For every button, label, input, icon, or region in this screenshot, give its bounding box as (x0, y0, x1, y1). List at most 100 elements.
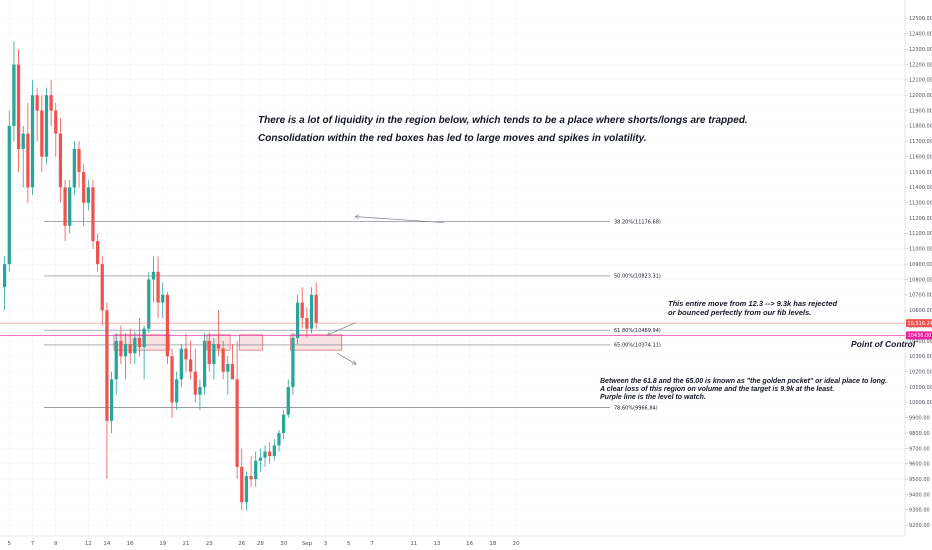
candle-body (240, 466, 244, 503)
candle-body (54, 110, 58, 134)
price-tick-label: 9300.00 (909, 508, 930, 514)
candle-body (58, 133, 63, 188)
consolidation-zone (113, 334, 171, 351)
price-tick-label: 9600.00 (909, 462, 930, 468)
price-tick-label: 11300.00 (909, 201, 932, 207)
price-tick-label: 11900.00 (909, 108, 932, 114)
candle-body (82, 172, 86, 203)
price-tick-label: 10200.00 (909, 369, 932, 375)
candle-body (184, 348, 188, 360)
price-tick-label: 9900.00 (909, 416, 930, 422)
time-tick-label: 7 (31, 541, 35, 547)
price-axis[interactable]: 9200.00 9300.00 9400.00 9500.00 9600.00 9700.… (904, 0, 932, 550)
candle-body (7, 125, 11, 265)
candle-body (77, 148, 81, 173)
candles (3, 41, 318, 510)
price-tick-label: 10400.00 (909, 339, 932, 345)
candle-body (40, 110, 44, 157)
price-tick-label: 12400.00 (909, 32, 932, 38)
time-tick-label: 7 (370, 541, 374, 547)
price-tick-label: 12300.00 (909, 47, 932, 53)
fib-label: 38.20%(11176.68) (614, 219, 661, 225)
candle-body (295, 302, 300, 338)
candle-body (91, 187, 95, 242)
candle-body (21, 133, 25, 149)
candle-body (147, 279, 151, 329)
candle-body (96, 241, 100, 265)
price-tick-label: 9700.00 (909, 446, 930, 452)
price-tick-label: 11800.00 (909, 124, 932, 130)
time-tick-label: 14 (103, 541, 110, 547)
candle-body (309, 294, 314, 329)
time-tick-label: 28 (257, 541, 264, 547)
candle-body (189, 359, 193, 372)
candle-body (165, 294, 169, 357)
annotation-golden-line3: Purple line is the level to watch. (600, 394, 706, 401)
candle-body (133, 337, 137, 354)
candle-body (212, 344, 216, 364)
time-tick-label: 16 (466, 541, 473, 547)
price-tick-label: 9200.00 (909, 523, 930, 529)
candle-body (3, 264, 7, 288)
candle-body (175, 379, 179, 403)
candle-body (137, 337, 142, 348)
candle-body (68, 187, 72, 226)
price-tick-label: 11700.00 (909, 139, 932, 145)
price-tick-label: 10700.00 (909, 293, 932, 299)
candle-body (30, 95, 35, 188)
price-tick-label: 10100.00 (909, 385, 932, 391)
candle-body (86, 187, 90, 203)
candle-body (272, 445, 276, 457)
candle-body (268, 451, 272, 457)
time-tick-label: 5 (8, 541, 12, 547)
candle-body (226, 363, 230, 372)
candle-body (249, 476, 253, 480)
price-tick-label: 11400.00 (909, 185, 932, 191)
price-tick-label: 12500.00 (909, 16, 932, 22)
fib-label: 78.60%(9966.84) (614, 405, 658, 411)
price-badge-label: 10436.00 (908, 333, 932, 339)
annotation-liquidity: There is a lot of liquidity in the regio… (258, 115, 748, 126)
poc-line-group (0, 322, 905, 336)
price-badges: 10,516.24 10436.00 (906, 319, 932, 340)
time-axis[interactable]: 5 7 9 12 14 16 19 21 23 26 28 30 Sep 3 5 7 11 13 16 18 20 (0, 535, 905, 547)
candle-body (161, 294, 165, 303)
annotation-golden-line1: Between the 61.8 and the 65.00 is known … (600, 378, 888, 385)
time-tick-label: 23 (206, 541, 213, 547)
price-tick-label: 9400.00 (909, 492, 930, 498)
candle-body (44, 95, 49, 157)
price-tick-label: 10900.00 (909, 262, 932, 268)
candle-body (12, 64, 16, 126)
candle-body (72, 148, 76, 188)
time-tick-label: 12 (85, 541, 92, 547)
candle-body (142, 328, 146, 348)
candle-body (277, 433, 281, 446)
grid-lines (0, 0, 905, 536)
candle-body (202, 340, 207, 388)
candle-body (109, 379, 114, 421)
annotation-golden-line2: A clear loss of this region on volume an… (600, 386, 835, 393)
candle-body (300, 302, 304, 318)
price-badge (906, 319, 932, 328)
price-tick-label: 11100.00 (909, 231, 932, 237)
candle-body (151, 271, 156, 280)
price-tick-label: 10000.00 (909, 400, 932, 406)
consolidation-zone (239, 334, 264, 351)
candle-body (128, 344, 132, 354)
candle-body (16, 64, 21, 149)
time-tick-label: 3 (324, 541, 328, 547)
candle-body (193, 371, 197, 395)
candle-body (282, 414, 286, 434)
consolidation-zones (113, 334, 343, 351)
candle-body (63, 187, 67, 226)
time-tick-label: 21 (182, 541, 189, 547)
candle-body (156, 271, 160, 303)
fib-label: 61.80%(10469.94) (614, 328, 661, 334)
candle-body (230, 363, 235, 380)
annotation-fib-move-line1: This entire move from 12.3 --> 9.3k has … (668, 299, 838, 308)
annotation-fib-move-line2: or bounced perfectly from our fib levels… (668, 308, 812, 317)
consolidation-zone (290, 334, 343, 351)
candle-body (235, 379, 239, 467)
annotation-arrow (336, 352, 356, 364)
